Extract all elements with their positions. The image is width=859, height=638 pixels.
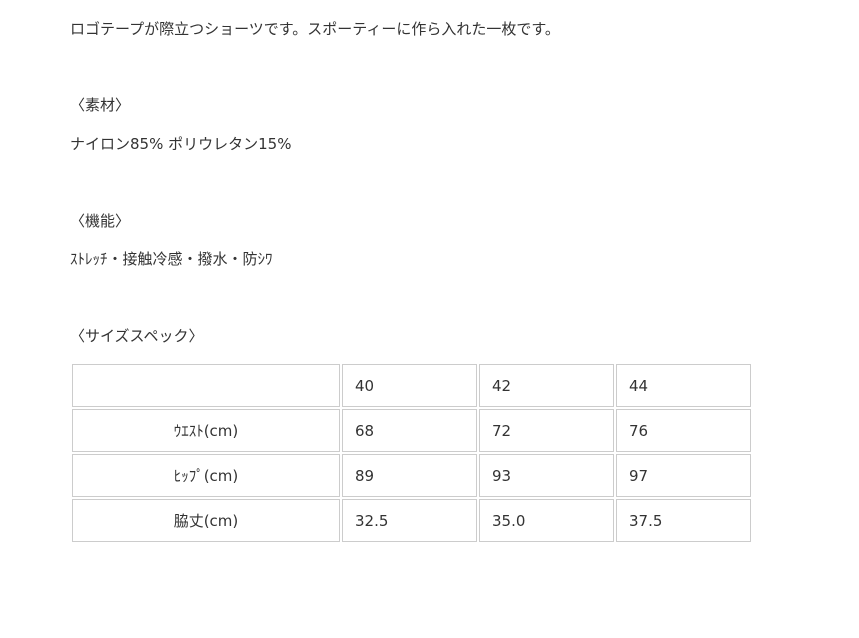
table-cell: 40 [342,364,477,407]
table-cell: 72 [479,409,614,452]
table-row: ﾋｯﾌﾟ(cm) 89 93 97 [72,454,751,497]
table-header-row: 40 42 44 [72,364,751,407]
function-heading: 〈機能〉 [70,212,131,230]
table-cell: 42 [479,364,614,407]
row-label: ｳｴｽﾄ(cm) [72,409,340,452]
table-row: ｳｴｽﾄ(cm) 68 72 76 [72,409,751,452]
row-label: ﾋｯﾌﾟ(cm) [72,454,340,497]
table-cell: 37.5 [616,499,751,542]
table-cell: 89 [342,454,477,497]
function-text: ｽﾄﾚｯﾁ・接触冷感・撥水・防ｼﾜ [70,250,273,268]
table-cell: 76 [616,409,751,452]
table-cell: 93 [479,454,614,497]
table-cell: 35.0 [479,499,614,542]
table-cell: 68 [342,409,477,452]
table-cell [72,364,340,407]
size-spec-table: 40 42 44 ｳｴｽﾄ(cm) 68 72 76 ﾋｯﾌﾟ(cm) 89 9… [70,362,753,544]
table-cell: 44 [616,364,751,407]
table-row: 脇丈(cm) 32.5 35.0 37.5 [72,499,751,542]
size-spec-heading: 〈サイズスペック〉 [70,327,204,345]
table-cell: 32.5 [342,499,477,542]
row-label: 脇丈(cm) [72,499,340,542]
material-text: ナイロン85% ポリウレタン15% [70,135,292,153]
material-heading: 〈素材〉 [70,96,131,114]
product-description: ロゴテープが際立つショーツです。スポーティーに作ら入れた一枚です。 [70,20,560,38]
table-cell: 97 [616,454,751,497]
